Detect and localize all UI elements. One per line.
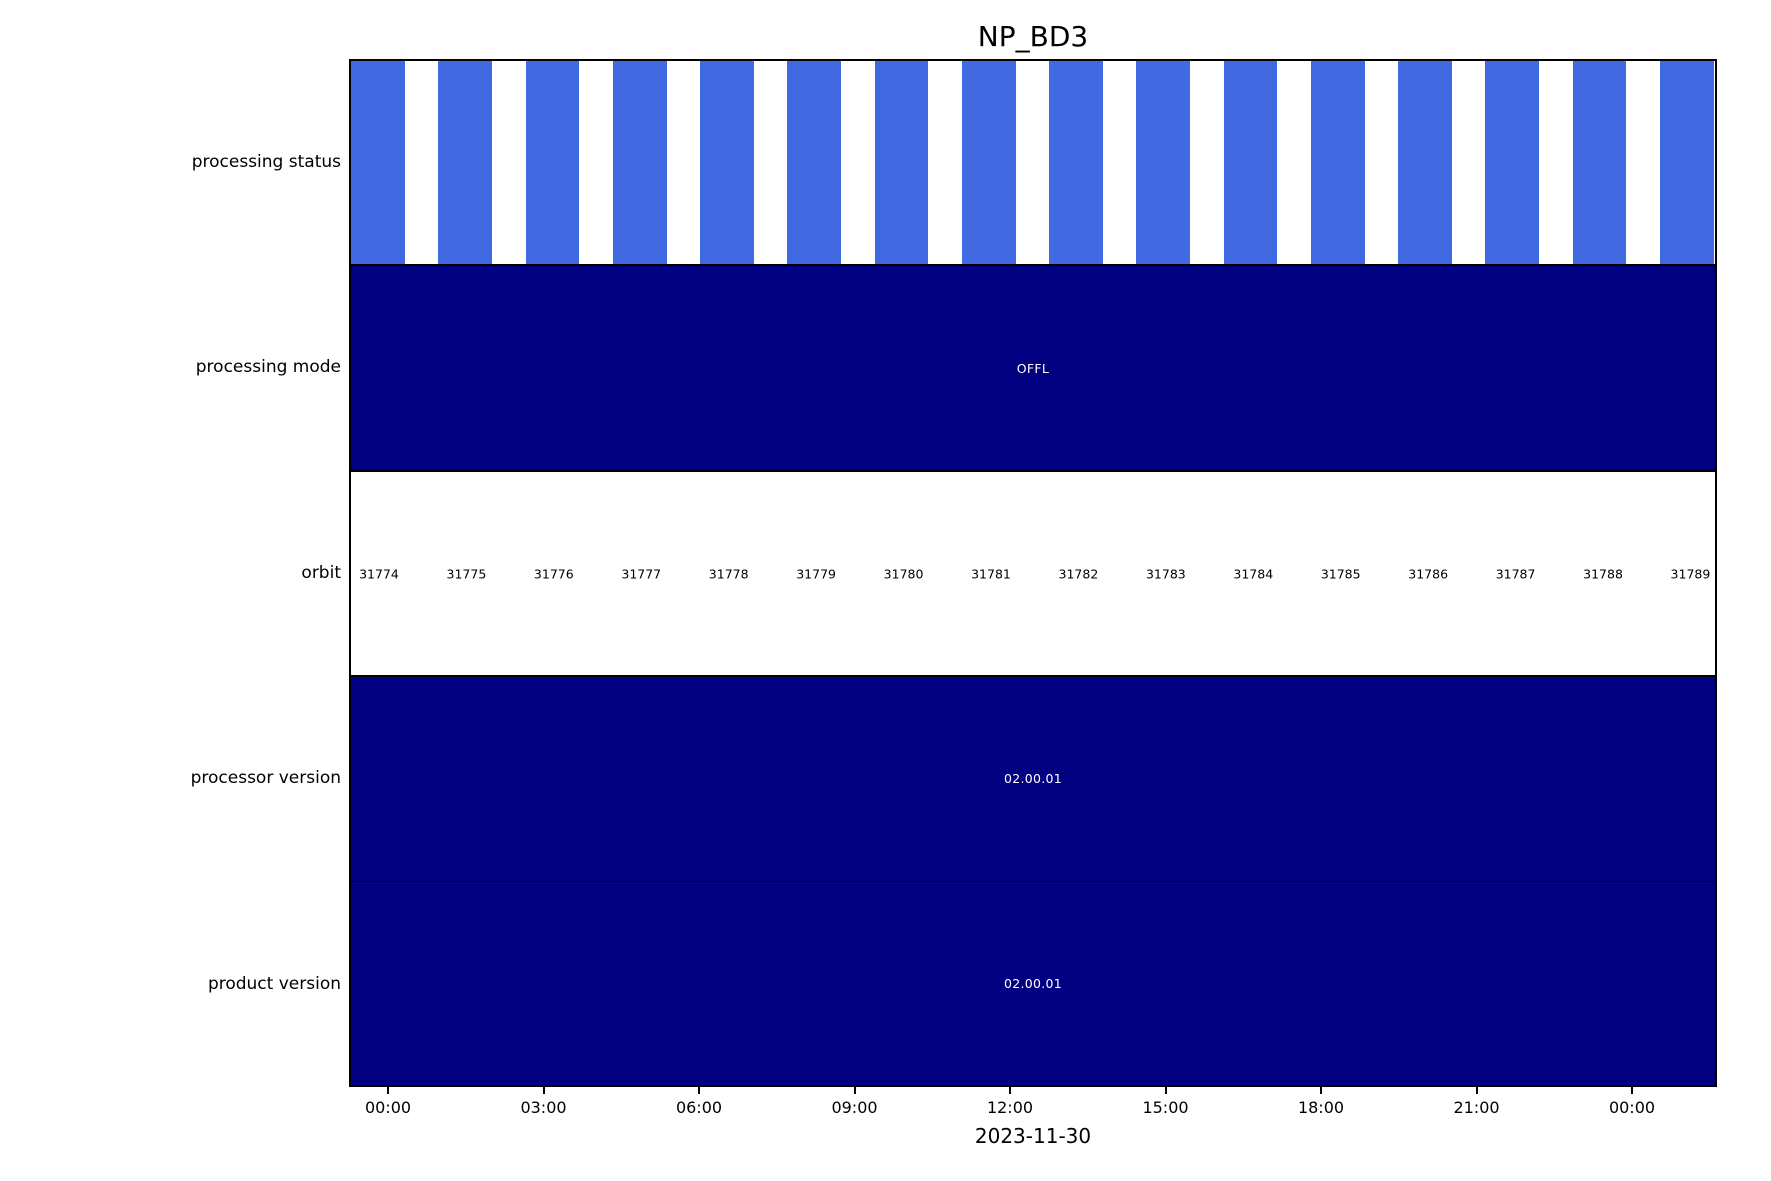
orbit-number: 31776 [533, 566, 574, 582]
status-block [351, 61, 405, 265]
status-block [1485, 61, 1540, 265]
x-tick-label: 06:00 [675, 1098, 723, 1117]
orbit-number: 31777 [621, 566, 662, 582]
status-block [1136, 61, 1191, 265]
orbit-number: 31780 [883, 566, 924, 582]
x-tick-mark [1009, 1087, 1011, 1094]
status-block [1223, 61, 1278, 265]
orbit-number: 31778 [708, 566, 749, 582]
x-tick-label: 00:00 [364, 1098, 412, 1117]
orbit-number: 31784 [1233, 566, 1274, 582]
row-label-processing-mode: processing mode [195, 357, 341, 377]
x-axis: 2023-11-30 00:00 03:00 06:00 09:00 12:00 15:0… [349, 1087, 1717, 1167]
orbit-number: 31786 [1408, 566, 1449, 582]
x-axis-date-label: 2023-11-30 [974, 1124, 1092, 1148]
status-block [1398, 61, 1452, 265]
row-label-orbit: orbit [301, 563, 341, 583]
band-product-version: 02.00.01 [351, 881, 1715, 1085]
status-block [1572, 61, 1627, 265]
x-tick-label: 18:00 [1297, 1098, 1345, 1117]
row-label-processing-status: processing status [191, 152, 341, 172]
status-block [700, 61, 754, 265]
x-tick-mark [387, 1087, 389, 1094]
status-block [1049, 61, 1103, 265]
orbit-number: 31774 [359, 566, 399, 582]
status-block [961, 61, 1016, 265]
orbit-number: 31779 [796, 566, 836, 582]
band-orbit: 31774 31775 31776 31777 31778 31779 31780 31781… [351, 471, 1715, 678]
x-tick-label: 15:00 [1142, 1098, 1189, 1117]
x-tick-mark [853, 1087, 856, 1094]
x-tick-label: 03:00 [520, 1098, 567, 1117]
x-tick-label: 09:00 [831, 1098, 878, 1117]
row-label-processor-version: processor version [190, 768, 341, 788]
x-tick-mark [698, 1087, 700, 1094]
band-processor-version: 02.00.01 [351, 677, 1715, 882]
x-tick-mark [1320, 1087, 1322, 1094]
chart-title: NP_BD3 [977, 20, 1089, 53]
status-block [1659, 61, 1714, 265]
x-tick-label: 21:00 [1453, 1098, 1500, 1117]
plot-area: OFFL 31774 31775 31776 31777 31778 31779 31780… [349, 59, 1717, 1087]
status-block [787, 61, 842, 265]
orbit-number: 31781 [971, 566, 1011, 582]
x-tick-mark [1164, 1087, 1167, 1094]
orbit-number: 31783 [1145, 566, 1186, 582]
processing-mode-value: OFFL [1016, 360, 1050, 376]
orbit-number: 31789 [1670, 566, 1711, 582]
status-block [874, 61, 929, 265]
product-version-value: 02.00.01 [1003, 975, 1063, 991]
band-processing-status [351, 61, 1715, 267]
status-block [525, 61, 580, 265]
status-block [438, 61, 493, 265]
status-block [1310, 61, 1365, 265]
orbit-number: 31775 [446, 566, 487, 582]
status-block [612, 61, 667, 265]
orbit-number: 31788 [1583, 566, 1623, 582]
orbit-number: 31787 [1495, 566, 1536, 582]
x-tick-mark [542, 1087, 545, 1094]
row-label-product-version: product version [207, 974, 341, 994]
x-tick-label: 12:00 [986, 1098, 1034, 1117]
processor-version-value: 02.00.01 [1003, 771, 1063, 787]
x-tick-mark [1475, 1087, 1478, 1094]
x-tick-mark [1631, 1087, 1633, 1094]
band-processing-mode: OFFL [351, 266, 1715, 472]
orbit-number: 31785 [1320, 566, 1361, 582]
x-tick-label: 00:00 [1608, 1098, 1656, 1117]
orbit-number: 31782 [1058, 566, 1099, 582]
